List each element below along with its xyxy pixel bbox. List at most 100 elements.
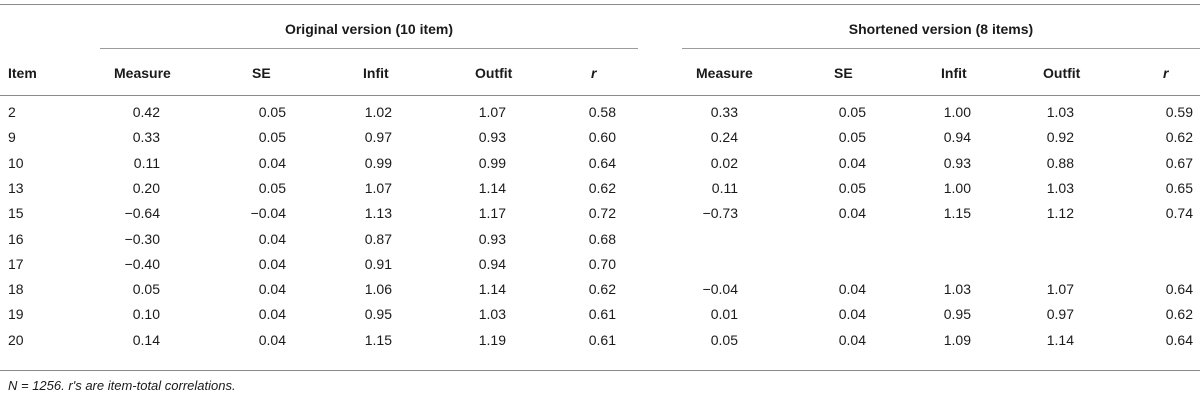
cell-item: 16 <box>8 230 24 247</box>
cell-orig-se: 0.05 <box>258 179 286 196</box>
cell-orig-r: 0.58 <box>588 104 616 120</box>
cell-short-outfit: 1.07 <box>1046 281 1074 298</box>
cell-orig-r: 0.72 <box>588 205 616 222</box>
cell-item: 13 <box>8 179 24 196</box>
table-footnote: N = 1256. r's are item-total correlation… <box>8 378 236 393</box>
col-header-short-r: r <box>1163 65 1169 81</box>
col-header-short-measure: Measure <box>696 65 753 81</box>
cell-orig-se: 0.04 <box>258 331 286 348</box>
cell-orig-infit: 1.15 <box>364 331 392 348</box>
cell-orig-se: 0.04 <box>258 306 286 323</box>
cell-orig-r: 0.62 <box>588 281 616 298</box>
cell-short-infit: 0.94 <box>943 129 971 146</box>
footnote-r-symbol: r <box>68 378 73 393</box>
group-rule-original <box>100 48 638 49</box>
cell-orig-measure: 0.05 <box>132 281 160 298</box>
cell-orig-r: 0.60 <box>588 129 616 146</box>
cell-short-se: 0.05 <box>838 104 866 120</box>
cell-short-se: 0.04 <box>838 281 866 298</box>
cell-orig-r: 0.64 <box>588 154 616 171</box>
cell-short-se: 0.05 <box>838 129 866 146</box>
cell-short-r: 0.64 <box>1165 331 1193 348</box>
col-header-short-se: SE <box>834 65 853 81</box>
cell-item: 18 <box>8 281 24 298</box>
cell-short-measure: 0.05 <box>710 331 738 348</box>
cell-short-outfit: 1.03 <box>1046 104 1074 120</box>
cell-orig-infit: 1.06 <box>364 281 392 298</box>
cell-short-r: 0.67 <box>1165 154 1193 171</box>
col-header-short-outfit: Outfit <box>1043 65 1081 81</box>
cell-orig-se: 0.05 <box>258 129 286 146</box>
cell-short-se: 0.05 <box>838 179 866 196</box>
cell-orig-outfit: 1.03 <box>478 306 506 323</box>
col-header-short-infit: Infit <box>941 65 967 81</box>
cell-orig-measure: 0.33 <box>132 129 160 146</box>
cell-item: 9 <box>8 129 16 146</box>
cell-orig-se: 0.04 <box>258 154 286 171</box>
cell-orig-r: 0.61 <box>588 331 616 348</box>
cell-orig-measure: 0.20 <box>132 179 160 196</box>
cell-item: 10 <box>8 154 24 171</box>
cell-orig-measure: −0.64 <box>124 205 160 222</box>
cell-short-se: 0.04 <box>838 331 866 348</box>
cell-orig-outfit: 1.14 <box>478 179 506 196</box>
cell-short-measure: 0.02 <box>710 154 738 171</box>
group-rule-shortened <box>682 48 1200 49</box>
cell-orig-r: 0.61 <box>588 306 616 323</box>
cell-short-measure: 0.24 <box>710 129 738 146</box>
cell-orig-outfit: 1.17 <box>478 205 506 222</box>
cell-orig-infit: 0.97 <box>364 129 392 146</box>
cell-short-outfit: 1.03 <box>1046 179 1074 196</box>
cell-orig-outfit: 1.07 <box>478 104 506 120</box>
col-header-orig-infit: Infit <box>363 65 389 81</box>
cell-orig-infit: 0.87 <box>364 230 392 247</box>
cell-orig-outfit: 0.93 <box>478 129 506 146</box>
footnote-text: 's are item-total correlations. <box>72 378 236 393</box>
col-header-orig-outfit: Outfit <box>475 65 513 81</box>
cell-short-infit: 1.00 <box>943 104 971 120</box>
cell-orig-outfit: 1.19 <box>478 331 506 348</box>
cell-orig-infit: 0.91 <box>364 255 392 272</box>
cell-short-outfit: 1.14 <box>1046 331 1074 348</box>
col-header-orig-measure: Measure <box>114 65 171 81</box>
cell-orig-r: 0.70 <box>588 255 616 272</box>
group-header-shortened: Shortened version (8 items) <box>848 21 1034 37</box>
cell-short-infit: 1.09 <box>943 331 971 348</box>
col-header-orig-se: SE <box>252 65 271 81</box>
cell-short-infit: 0.93 <box>943 154 971 171</box>
cell-short-se: 0.04 <box>838 306 866 323</box>
footnote-sample-size: N = 1256. <box>8 378 65 393</box>
cell-orig-se: −0.04 <box>250 205 286 222</box>
col-header-orig-r: r <box>591 65 597 81</box>
cell-orig-measure: −0.30 <box>124 230 160 247</box>
cell-item: 17 <box>8 255 24 272</box>
cell-short-outfit: 1.12 <box>1046 205 1074 222</box>
cell-orig-se: 0.04 <box>258 281 286 298</box>
cell-short-measure: 0.01 <box>710 306 738 323</box>
col-header-item: Item <box>8 65 37 81</box>
cell-short-r: 0.62 <box>1165 129 1193 146</box>
cell-orig-infit: 0.99 <box>364 154 392 171</box>
cell-short-r: 0.74 <box>1165 205 1193 222</box>
cell-short-outfit: 0.97 <box>1046 306 1074 323</box>
cell-short-infit: 1.15 <box>943 205 971 222</box>
cell-item: 20 <box>8 331 24 348</box>
cell-orig-r: 0.62 <box>588 179 616 196</box>
cell-short-outfit: 0.92 <box>1046 129 1074 146</box>
cell-short-r: 0.65 <box>1165 179 1193 196</box>
cell-short-measure: −0.04 <box>702 281 738 298</box>
cell-item: 15 <box>8 205 24 222</box>
cell-orig-r: 0.68 <box>588 230 616 247</box>
cell-item: 19 <box>8 306 24 323</box>
cell-orig-infit: 1.02 <box>364 104 392 120</box>
cell-short-outfit: 0.88 <box>1046 154 1074 171</box>
cell-item: 2 <box>8 104 16 120</box>
cell-orig-infit: 1.07 <box>364 179 392 196</box>
cell-short-r: 0.59 <box>1165 104 1193 120</box>
group-header-original: Original version (10 item) <box>284 21 454 37</box>
cell-orig-infit: 0.95 <box>364 306 392 323</box>
cell-short-se: 0.04 <box>838 154 866 171</box>
cell-short-infit: 1.03 <box>943 281 971 298</box>
cell-short-infit: 1.00 <box>943 179 971 196</box>
